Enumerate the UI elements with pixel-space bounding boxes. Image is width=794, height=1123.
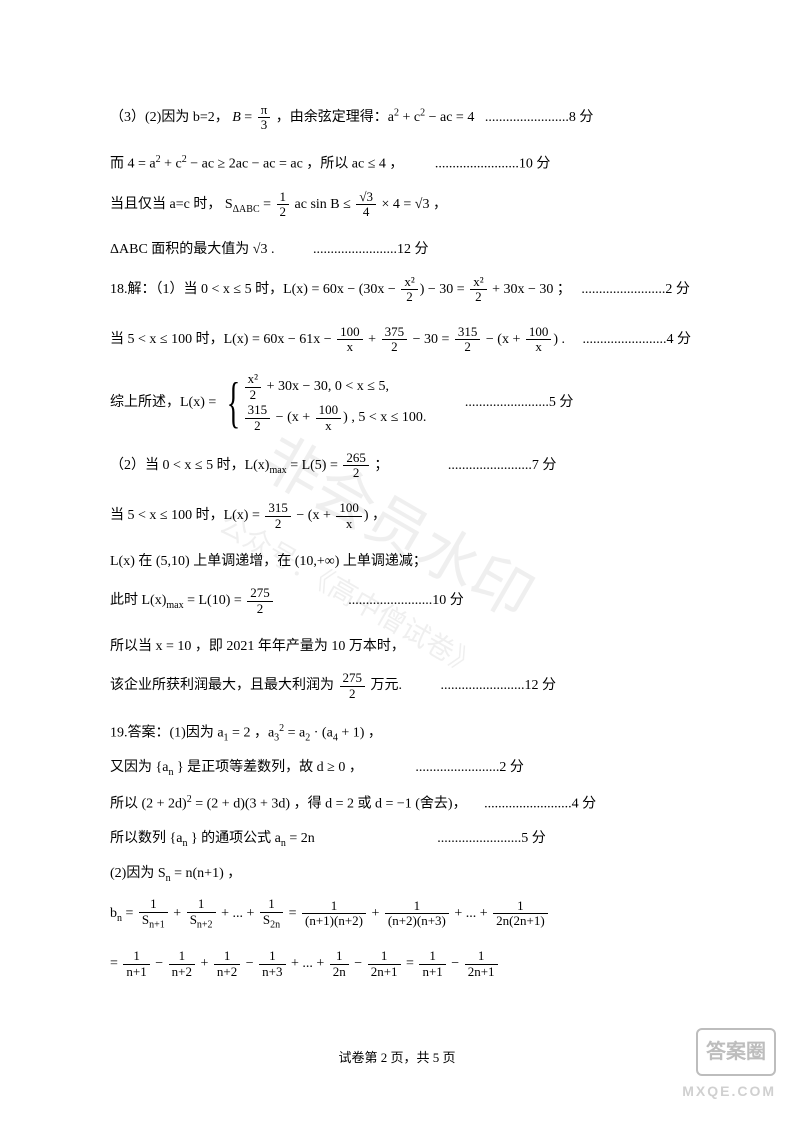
- score: .........................4 分: [484, 797, 596, 812]
- corner-watermark: 答案圈 MXQE.COM: [682, 1028, 776, 1105]
- text-line: L(x) 在 (5,10) 上单调递增，在 (10,+∞) 上单调递减；: [110, 549, 684, 576]
- text-line: 该企业所获利润最大，且最大利润为 2752 万元. ..............…: [110, 668, 684, 704]
- text-line: (2)因为 Sn = n(n+1) ，: [110, 861, 684, 888]
- text-line: （2）当 0 < x ≤ 5 时，L(x)max = L(5) = 2652 ；…: [110, 448, 684, 484]
- score: ........................4 分: [583, 332, 692, 347]
- watermark-url: MXQE.COM: [682, 1078, 776, 1105]
- score: ........................10 分: [348, 593, 464, 608]
- text-line: 19.答案：(1)因为 a1 = 2 ，a32 = a2 · (a4 + 1) …: [110, 719, 684, 747]
- text-line: 所以数列 {an } 的通项公式 an = 2n ...............…: [110, 826, 684, 853]
- score: ........................7 分: [448, 458, 557, 473]
- text: （3）(2)因为 b=2，: [110, 110, 229, 125]
- text-line: 18.解：（1）当 0 < x ≤ 5 时，L(x) = 60x − (30x …: [110, 272, 684, 308]
- text-line: 所以当 x = 10 ，即 2021 年年产量为 10 万本时，: [110, 634, 684, 661]
- text-line: 当且仅当 a=c 时， SΔABC = 12 ac sin B ≤ √34 × …: [110, 187, 684, 223]
- watermark-text: 答案圈: [696, 1028, 776, 1076]
- text-line: 所以 (2 + 2d)2 = (2 + d)(3 + 3d) ，得 d = 2 …: [110, 790, 684, 818]
- text-line: 而 4 = a2 + c2 − ac ≥ 2ac − ac = ac ，所以 a…: [110, 150, 684, 178]
- page-footer: 试卷第 2 页，共 5 页: [0, 1046, 794, 1071]
- score: ........................12 分: [313, 242, 429, 257]
- text-line: 当 5 < x ≤ 100 时，L(x) = 3152 − (x + 100x)…: [110, 498, 684, 534]
- text-line: ΔABC 面积的最大值为 √3 . ......................…: [110, 237, 684, 264]
- text-line: 当 5 < x ≤ 100 时，L(x) = 60x − 61x − 100x …: [110, 322, 684, 358]
- text-line: = 1n+1 − 1n+2 + 1n+2 − 1n+3 + ... + 12n …: [110, 946, 684, 982]
- score: ........................2 分: [581, 282, 690, 297]
- text: ，由余弦定理得：a: [276, 110, 394, 125]
- score: ........................5 分: [437, 831, 546, 846]
- score: ........................12 分: [441, 678, 557, 693]
- text-line: （3）(2)因为 b=2， B = π3 ，由余弦定理得：a2 + c2 − a…: [110, 100, 684, 136]
- text-line: bn = 1Sn+1 + 1Sn+2 + ... + 1S2n = 1(n+1)…: [110, 896, 684, 932]
- score: ........................2 分: [415, 760, 524, 775]
- text-line: 又因为 {an } 是正项等差数列，故 d ≥ 0 ， ............…: [110, 755, 684, 782]
- score: ........................8 分: [485, 110, 594, 125]
- score: ........................10 分: [435, 157, 551, 172]
- text-line: 综上所述，L(x) = { x²2 + 30x − 30, 0 < x ≤ 5,…: [110, 372, 684, 434]
- score: ........................5 分: [465, 395, 574, 410]
- text-line: 此时 L(x)max = L(10) = 2752 ..............…: [110, 583, 684, 619]
